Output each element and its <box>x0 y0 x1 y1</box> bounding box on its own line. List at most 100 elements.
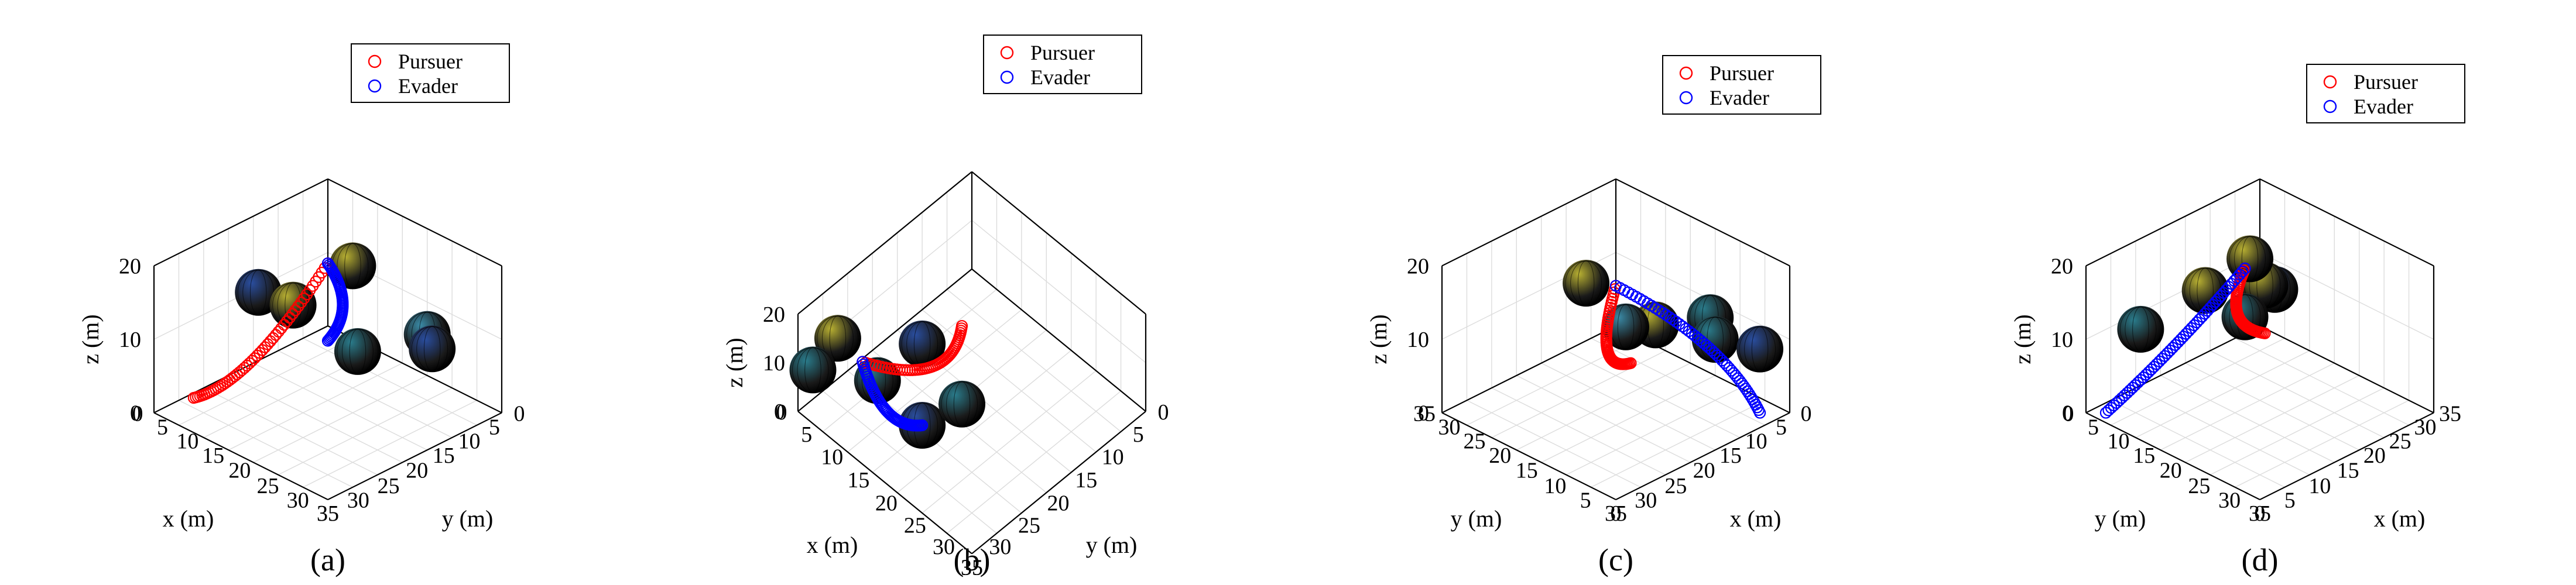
grid-line <box>947 390 1122 534</box>
z-tick-label: 20 <box>1407 254 1429 278</box>
y-tick-label: 10 <box>1544 474 1566 498</box>
legend-label: Pursuer <box>1030 41 1095 64</box>
grid-line <box>1467 338 1641 426</box>
y-tick-label: 5 <box>2088 415 2099 440</box>
grid-line <box>2135 387 2310 476</box>
x-tick-label: 10 <box>1745 429 1767 453</box>
y-tick-label: 20 <box>1047 491 1070 515</box>
grid-line <box>922 309 1097 453</box>
grid-line <box>2111 338 2285 426</box>
z-tick-label: 10 <box>763 351 785 376</box>
x-tick-label: 35 <box>1605 501 1627 526</box>
axis-edge <box>153 178 328 267</box>
legend-marker <box>1000 46 1014 60</box>
axis-edge <box>1441 325 1616 414</box>
grid-line <box>922 370 1097 514</box>
y-tick-label: 30 <box>1438 415 1461 440</box>
obstacle-sphere <box>938 380 986 428</box>
grid-line <box>1591 338 1765 426</box>
x-tick-label: 0 <box>2255 501 2266 526</box>
x-tick-label: 5 <box>1776 415 1787 440</box>
z-axis-label: z (m) <box>1365 314 1392 364</box>
grid-line <box>1541 363 1716 450</box>
axis-edge <box>327 178 502 267</box>
legend-marker <box>1679 66 1693 80</box>
grid-line <box>1516 375 1691 463</box>
x-tick-label: 25 <box>904 514 926 538</box>
x-tick-label: 15 <box>847 468 869 493</box>
grid-line <box>847 309 1022 453</box>
pursuer-point <box>280 315 293 328</box>
evader-point <box>2236 266 2249 278</box>
grid-line <box>2185 375 2360 463</box>
axis-edge <box>153 325 328 414</box>
grid-line <box>2111 400 2285 488</box>
axis-edge <box>1615 178 1790 267</box>
z-axis-label: z (m) <box>2009 314 2036 364</box>
y-tick-label: 35 <box>1413 402 1436 426</box>
y-tick-label: 20 <box>406 459 428 483</box>
x-tick-label: 20 <box>875 491 898 515</box>
panel-caption: (a) <box>310 542 345 577</box>
legend-label: Evader <box>1710 86 1769 109</box>
grid-line <box>2160 375 2335 463</box>
x-tick-label: 10 <box>2308 474 2331 498</box>
x-tick-label: 30 <box>933 535 955 559</box>
y-tick-label: 20 <box>2160 459 2182 483</box>
grid-line <box>2210 387 2385 476</box>
y-tick-label: 0 <box>513 402 525 426</box>
legend-marker <box>368 79 382 93</box>
grid-line <box>2210 350 2385 438</box>
pursuer-point <box>269 329 282 341</box>
y-tick-label: 0 <box>1157 400 1169 425</box>
y-tick-label: 15 <box>2133 443 2155 468</box>
legend-marker <box>1679 91 1693 105</box>
legend-label: Pursuer <box>398 50 463 73</box>
legend-label: Evader <box>398 74 458 98</box>
grid-line <box>203 387 378 476</box>
y-axis-line <box>2085 412 2260 501</box>
grid-line <box>1516 363 1691 450</box>
x-tick-label: 20 <box>228 459 251 483</box>
pursuer-point <box>283 311 296 324</box>
y-axis-line <box>1441 412 1616 501</box>
y-tick-label: 15 <box>1516 459 1538 483</box>
y-axis-line <box>971 411 1146 555</box>
evader-point <box>324 260 336 273</box>
legend-box <box>983 35 1142 94</box>
legend-marker <box>1000 70 1014 84</box>
y-tick-label: 30 <box>347 488 369 513</box>
obstacle-sphere <box>899 401 946 449</box>
z-tick-label: 20 <box>763 302 785 327</box>
grid-line <box>971 220 1146 363</box>
x-tick-label: 0 <box>776 400 787 425</box>
y-tick-label: 20 <box>1489 443 1511 468</box>
evader-point <box>1609 280 1622 292</box>
x-tick-label: 35 <box>961 555 983 580</box>
evader-point <box>2239 262 2251 274</box>
z-tick-label: 10 <box>2051 328 2073 352</box>
z-tick-label: 20 <box>119 254 141 278</box>
x-axis-label: x (m) <box>163 505 214 532</box>
evader-point <box>323 259 335 271</box>
obstacle-sphere <box>2117 305 2164 353</box>
obstacle-sphere <box>334 328 381 375</box>
panel-caption: (c) <box>1598 542 1633 577</box>
legend-marker <box>2323 75 2337 89</box>
y-tick-label: 25 <box>1018 514 1040 538</box>
grid-line <box>1591 400 1765 488</box>
x-axis-line <box>1615 412 1790 501</box>
evader-point <box>1634 292 1646 305</box>
pursuer-point <box>286 308 299 320</box>
panel-caption: (d) <box>2242 542 2279 577</box>
y-tick-label: 30 <box>989 535 1011 559</box>
axis-edge <box>2259 178 2434 267</box>
y-tick-label: 5 <box>1580 488 1591 513</box>
